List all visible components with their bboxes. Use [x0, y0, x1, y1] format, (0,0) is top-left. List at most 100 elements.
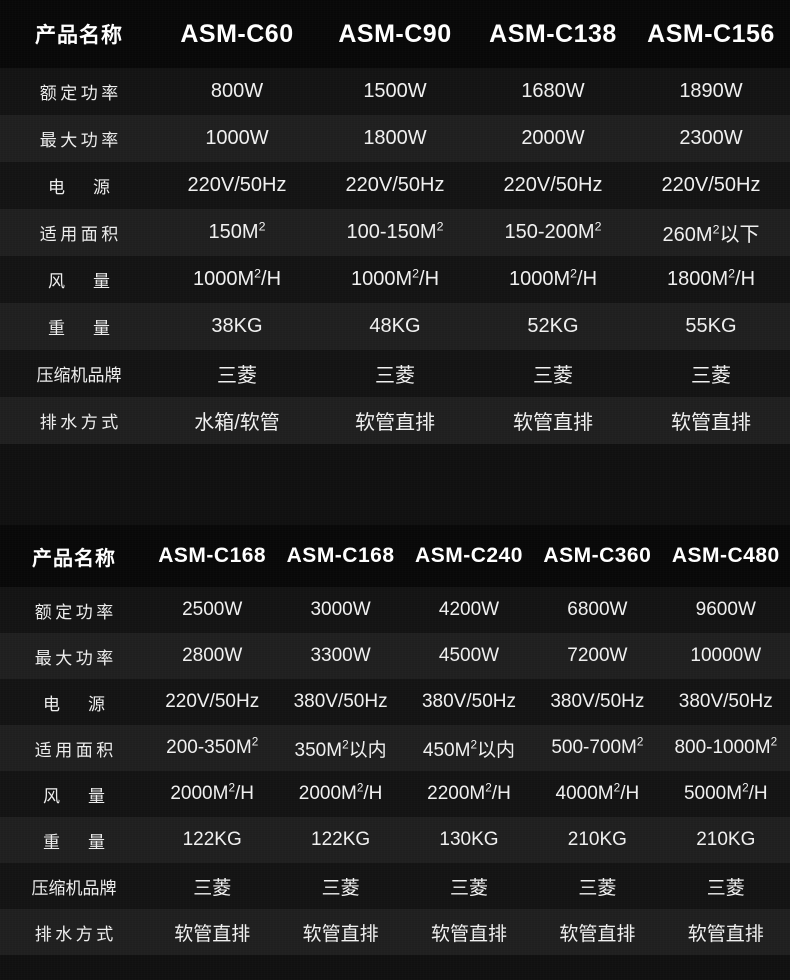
cell-value: 150-200M2 [504, 219, 602, 243]
cell-value: 三菱 [578, 877, 617, 899]
table-row: 排水方式 水箱/软管 软管直排 软管直排 软管直排 [0, 397, 790, 444]
table-row: 风量 2000M2/H 2000M2/H 2200M2/H 4000M2/H 5000M2… [0, 771, 790, 817]
cell-value: 210KG [696, 829, 756, 850]
cell-value: 500-700M2 [551, 735, 644, 758]
header-product-asm-c138: ASM-C138 [489, 19, 617, 48]
table-row: 重量 122KG 122KG 130KG 210KG 210KG [0, 817, 790, 863]
cell-value: 380V/50Hz [678, 691, 773, 712]
cell-value: 150M2 [208, 219, 266, 243]
cell-value: 10000W [690, 645, 762, 666]
cell-value: 800W [210, 80, 264, 102]
cell-value: 三菱 [193, 877, 232, 899]
cell-value: 38KG [211, 315, 263, 337]
row-label: 风量 [48, 272, 138, 291]
cell-value: 260M2以下 [662, 222, 760, 246]
cell-value: 48KG [369, 315, 421, 337]
cell-value: 220V/50Hz [165, 691, 260, 712]
cell-value: 52KG [527, 315, 579, 337]
header-product-asm-c60: ASM-C60 [180, 19, 294, 48]
cell-value: 7200W [567, 645, 628, 666]
row-label: 重量 [48, 319, 138, 338]
cell-value: 1680W [521, 80, 585, 102]
cell-value: 软管直排 [355, 412, 435, 434]
cell-value: 2500W [182, 599, 243, 620]
cell-value: 122KG [182, 829, 242, 850]
cell-value: 软管直排 [430, 923, 507, 945]
row-label: 最大功率 [34, 648, 117, 668]
cell-value: 1500W [363, 80, 427, 102]
table-separator-band [0, 444, 790, 525]
cell-value: 三菱 [321, 877, 360, 899]
row-label: 压缩机品牌 [36, 366, 122, 385]
cell-value: 5000M2/H [683, 781, 768, 804]
cell-value: 100-150M2 [346, 219, 444, 243]
cell-value: 三菱 [217, 365, 257, 387]
header-product-asm-c90: ASM-C90 [338, 19, 452, 48]
cell-value: 4000M2/H [555, 781, 640, 804]
row-label: 排水方式 [34, 924, 117, 944]
cell-value: 220V/50Hz [345, 174, 445, 196]
header-product-asm-c240: ASM-C240 [415, 544, 523, 567]
table-row: 压缩机品牌 三菱 三菱 三菱 三菱 三菱 [0, 863, 790, 909]
cell-value: 210KG [567, 829, 627, 850]
cell-value: 2000M2/H [170, 781, 255, 804]
row-label: 电源 [48, 178, 138, 197]
cell-value: 三菱 [533, 365, 573, 387]
cell-value: 380V/50Hz [421, 691, 516, 712]
table-row: 压缩机品牌 三菱 三菱 三菱 三菱 [0, 350, 790, 397]
header-product-asm-c360: ASM-C360 [543, 544, 652, 567]
table-row: 额定功率 2500W 3000W 4200W 6800W 9600W [0, 587, 790, 633]
header-product-asm-c156: ASM-C156 [647, 19, 775, 48]
cell-value: 三菱 [449, 877, 488, 899]
cell-value: 380V/50Hz [293, 691, 388, 712]
cell-value: 122KG [311, 829, 371, 850]
table-row: 最大功率 2800W 3300W 4500W 7200W 10000W [0, 633, 790, 679]
table-row: 重量 38KG 48KG 52KG 55KG [0, 303, 790, 350]
cell-value: 4200W [438, 599, 500, 620]
table-header-row: 产品名称 ASM-C168 ASM-C168 ASM-C240 ASM-C360 ASM-… [0, 525, 790, 587]
bottom-band [0, 963, 790, 980]
cell-value: 800-1000M2 [674, 735, 778, 758]
header-product-asm-c168: ASM-C168 [158, 544, 267, 567]
cell-value: 55KG [685, 315, 737, 337]
spec-table-2: 产品名称 ASM-C168 ASM-C168 ASM-C240 ASM-C360 ASM-… [0, 525, 790, 955]
table-row: 适用面积 150M2 100-150M2 150-200M2 260M2以下 [0, 209, 790, 256]
cell-value: 9600W [695, 599, 756, 620]
row-label: 风量 [43, 786, 133, 806]
row-label: 额定功率 [34, 602, 117, 622]
table-row: 最大功率 1000W 1800W 2000W 2300W [0, 115, 790, 162]
cell-value: 软管直排 [513, 412, 593, 434]
cell-value: 2000M2/H [298, 781, 383, 804]
cell-value: 水箱/软管 [194, 412, 280, 434]
cell-value: 软管直排 [687, 923, 764, 945]
cell-value: 220V/50Hz [187, 174, 287, 196]
cell-value: 6800W [567, 599, 628, 620]
cell-value: 130KG [439, 829, 499, 850]
table-row: 电源 220V/50Hz 380V/50Hz 380V/50Hz 380V/50Hz 38… [0, 679, 790, 725]
row-label: 最大功率 [39, 131, 122, 150]
row-label: 电源 [43, 694, 133, 714]
row-label: 额定功率 [39, 84, 122, 103]
row-label: 压缩机品牌 [31, 878, 117, 898]
cell-value: 1000M2/H [192, 266, 282, 290]
cell-value: 软管直排 [302, 923, 379, 945]
cell-value: 软管直排 [671, 412, 751, 434]
cell-value: 软管直排 [559, 923, 636, 945]
cell-value: 3300W [310, 645, 371, 666]
header-product-asm-c480: ASM-C480 [671, 544, 780, 567]
cell-value: 2300W [679, 127, 743, 149]
table-row: 电源 220V/50Hz 220V/50Hz 220V/50Hz 220V/50Hz [0, 162, 790, 209]
cell-value: 1000M2/H [350, 266, 440, 290]
cell-value: 1000M2/H [508, 266, 598, 290]
row-label: 重量 [43, 832, 133, 852]
cell-value: 2000W [521, 127, 585, 149]
cell-value: 4500W [438, 645, 500, 666]
header-product-asm-c168: ASM-C168 [286, 544, 395, 567]
table-row: 排水方式 软管直排 软管直排 软管直排 软管直排 软管直排 [0, 909, 790, 955]
cell-value: 3000W [310, 599, 371, 620]
cell-value: 三菱 [706, 877, 745, 899]
header-label-cell: 产品名称 [35, 24, 123, 47]
table-row: 风量 1000M2/H 1000M2/H 1000M2/H 1800M2/H [0, 256, 790, 303]
table-row: 适用面积 200-350M2 350M2以内 450M2以内 500-700M2 800-… [0, 725, 790, 771]
